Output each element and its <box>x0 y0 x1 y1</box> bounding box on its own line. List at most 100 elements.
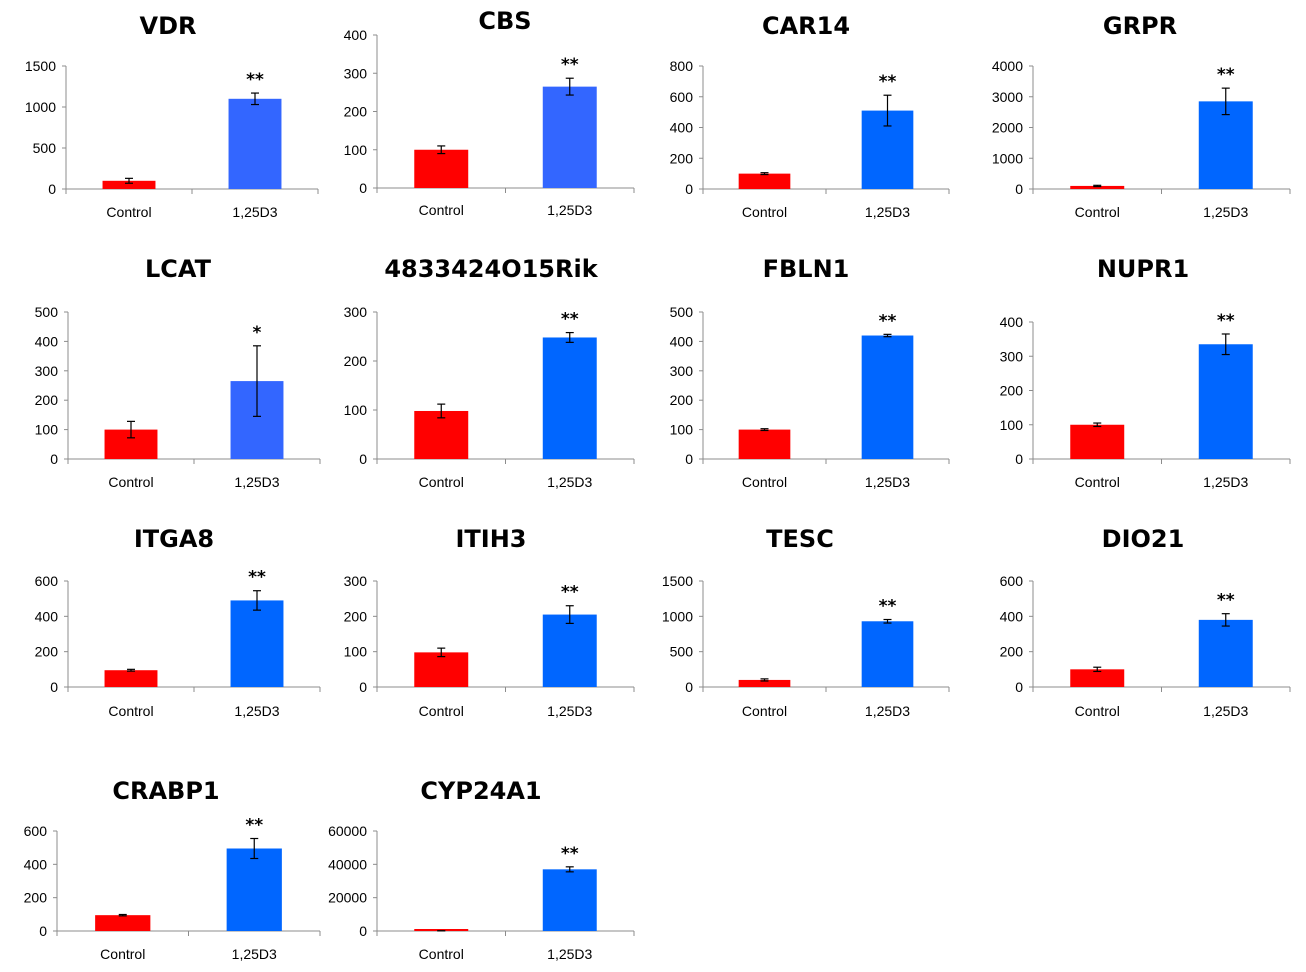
category-label: 1,25D3 <box>234 703 279 719</box>
y-tick-label: 0 <box>685 679 693 695</box>
y-tick-label: 0 <box>1015 181 1023 197</box>
y-tick-label: 200 <box>35 644 59 660</box>
significance-label: ** <box>879 597 897 617</box>
y-tick-label: 400 <box>1000 608 1024 624</box>
y-tick-label: 2000 <box>992 120 1023 136</box>
chart-panel: CRABP1 0 200 400 600 Control 1,25D3 ** <box>24 777 321 962</box>
y-tick-label: 0 <box>685 451 693 467</box>
y-tick-label: 100 <box>670 422 694 438</box>
category-label: Control <box>100 946 145 962</box>
y-tick-label: 400 <box>1000 314 1024 330</box>
chart-panel: CAR14 0 200 400 600 800 Control 1,25D3 ** <box>670 12 950 220</box>
y-tick-label: 100 <box>35 422 59 438</box>
y-tick-label: 600 <box>24 823 48 839</box>
significance-label: ** <box>561 844 579 864</box>
chart-panel: CBS 0 100 200 300 400 Control 1,25D3 ** <box>344 7 635 218</box>
y-tick-label: 4000 <box>992 58 1023 74</box>
bar <box>414 652 469 687</box>
bar <box>738 679 791 687</box>
category-label: Control <box>742 703 787 719</box>
y-tick-label: 200 <box>670 392 694 408</box>
bar <box>861 621 914 687</box>
significance-label: ** <box>246 70 264 90</box>
chart-panel: CYP24A1 0 20000 40000 60000 Control 1,25D3 ** <box>328 777 635 962</box>
y-tick-label: 0 <box>48 181 56 197</box>
category-label: Control <box>108 474 153 490</box>
chart-panel: GRPR 0 1000 2000 3000 4000 Control 1,25D3 ** <box>992 12 1291 220</box>
y-tick-label: 20000 <box>328 890 367 906</box>
category-label: Control <box>419 703 464 719</box>
chart-title: TESC <box>766 525 834 553</box>
chart-title: DIO21 <box>1102 525 1185 553</box>
y-tick-label: 300 <box>344 304 368 320</box>
chart-panel: ITGA8 0 200 400 600 Control 1,25D3 ** <box>35 525 321 719</box>
category-label: 1,25D3 <box>1203 474 1248 490</box>
y-tick-label: 200 <box>24 890 48 906</box>
category-label: 1,25D3 <box>547 946 592 962</box>
significance-label: ** <box>561 583 579 603</box>
bar <box>542 869 597 931</box>
y-tick-label: 500 <box>670 644 694 660</box>
significance-label: ** <box>1217 591 1235 611</box>
significance-label: ** <box>1217 65 1235 85</box>
chart-title: CRABP1 <box>112 777 219 805</box>
chart-title: NUPR1 <box>1097 255 1189 283</box>
bar <box>230 600 284 687</box>
chart-panel: LCAT 0 100 200 300 400 500 Control 1,25D3 * <box>35 255 321 490</box>
y-tick-label: 60000 <box>328 823 367 839</box>
category-label: Control <box>419 946 464 962</box>
y-tick-label: 40000 <box>328 856 367 872</box>
category-label: Control <box>1075 204 1120 220</box>
y-tick-label: 400 <box>344 27 368 43</box>
bar <box>414 410 469 459</box>
bar <box>542 86 597 188</box>
y-tick-label: 0 <box>50 679 58 695</box>
chart-panel: VDR 0 500 1000 1500 Control 1,25D3 ** <box>25 12 319 220</box>
chart-title: GRPR <box>1103 12 1177 40</box>
y-tick-label: 200 <box>344 104 368 120</box>
y-tick-label: 0 <box>359 679 367 695</box>
category-label: Control <box>1075 703 1120 719</box>
chart-panel: DIO21 0 200 400 600 Control 1,25D3 ** <box>1000 525 1291 719</box>
y-tick-label: 500 <box>35 304 59 320</box>
bar <box>102 180 156 189</box>
chart-panel: TESC 0 500 1000 1500 Control 1,25D3 ** <box>662 525 950 719</box>
y-tick-label: 3000 <box>992 89 1023 105</box>
significance-label: ** <box>245 816 263 836</box>
y-tick-label: 1000 <box>992 150 1023 166</box>
y-tick-label: 400 <box>670 333 694 349</box>
bar <box>542 614 597 687</box>
category-label: 1,25D3 <box>865 474 910 490</box>
bar <box>542 337 597 459</box>
category-label: Control <box>419 474 464 490</box>
chart-panel: FBLN1 0 100 200 300 400 500 Control 1,25D3 ** <box>670 255 950 490</box>
chart-title: FBLN1 <box>763 255 850 283</box>
chart-title: ITGA8 <box>134 525 214 553</box>
y-tick-label: 200 <box>1000 644 1024 660</box>
chart-title: LCAT <box>145 255 212 283</box>
chart-panel: NUPR1 0 100 200 300 400 Control 1,25D3 ** <box>1000 255 1291 490</box>
y-tick-label: 200 <box>670 150 694 166</box>
category-label: 1,25D3 <box>865 204 910 220</box>
y-tick-label: 0 <box>50 451 58 467</box>
significance-label: ** <box>879 72 897 92</box>
y-tick-label: 500 <box>670 304 694 320</box>
y-tick-label: 1500 <box>25 58 56 74</box>
significance-label: ** <box>561 310 579 330</box>
category-label: 1,25D3 <box>1203 703 1248 719</box>
y-tick-label: 300 <box>670 363 694 379</box>
chart-panel: ITIH3 0 100 200 300 Control 1,25D3 ** <box>344 525 635 719</box>
y-tick-label: 400 <box>24 856 48 872</box>
y-tick-label: 400 <box>670 120 694 136</box>
y-tick-label: 300 <box>35 363 59 379</box>
y-tick-label: 1500 <box>662 573 693 589</box>
y-tick-label: 0 <box>1015 451 1023 467</box>
category-label: Control <box>106 204 151 220</box>
significance-label: ** <box>248 568 266 588</box>
category-label: 1,25D3 <box>232 204 277 220</box>
y-tick-label: 300 <box>1000 348 1024 364</box>
category-label: 1,25D3 <box>234 474 279 490</box>
category-label: 1,25D3 <box>547 202 592 218</box>
